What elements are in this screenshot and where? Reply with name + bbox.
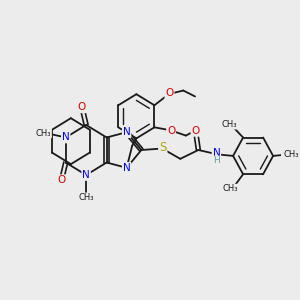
- Text: O: O: [57, 175, 66, 185]
- Text: O: O: [165, 88, 174, 98]
- Text: N: N: [123, 163, 130, 173]
- Text: CH₃: CH₃: [221, 120, 237, 129]
- Text: CH₃: CH₃: [223, 184, 238, 194]
- Text: N: N: [82, 170, 90, 180]
- Text: CH₃: CH₃: [284, 150, 299, 159]
- Text: N: N: [212, 148, 220, 158]
- Text: N: N: [62, 133, 70, 142]
- Text: CH₃: CH₃: [78, 193, 94, 202]
- Text: O: O: [167, 126, 175, 136]
- Text: N: N: [123, 127, 130, 137]
- Text: O: O: [191, 126, 200, 136]
- Text: CH₃: CH₃: [36, 129, 51, 138]
- Text: O: O: [78, 102, 86, 112]
- Text: H: H: [213, 156, 220, 165]
- Text: S: S: [159, 141, 166, 154]
